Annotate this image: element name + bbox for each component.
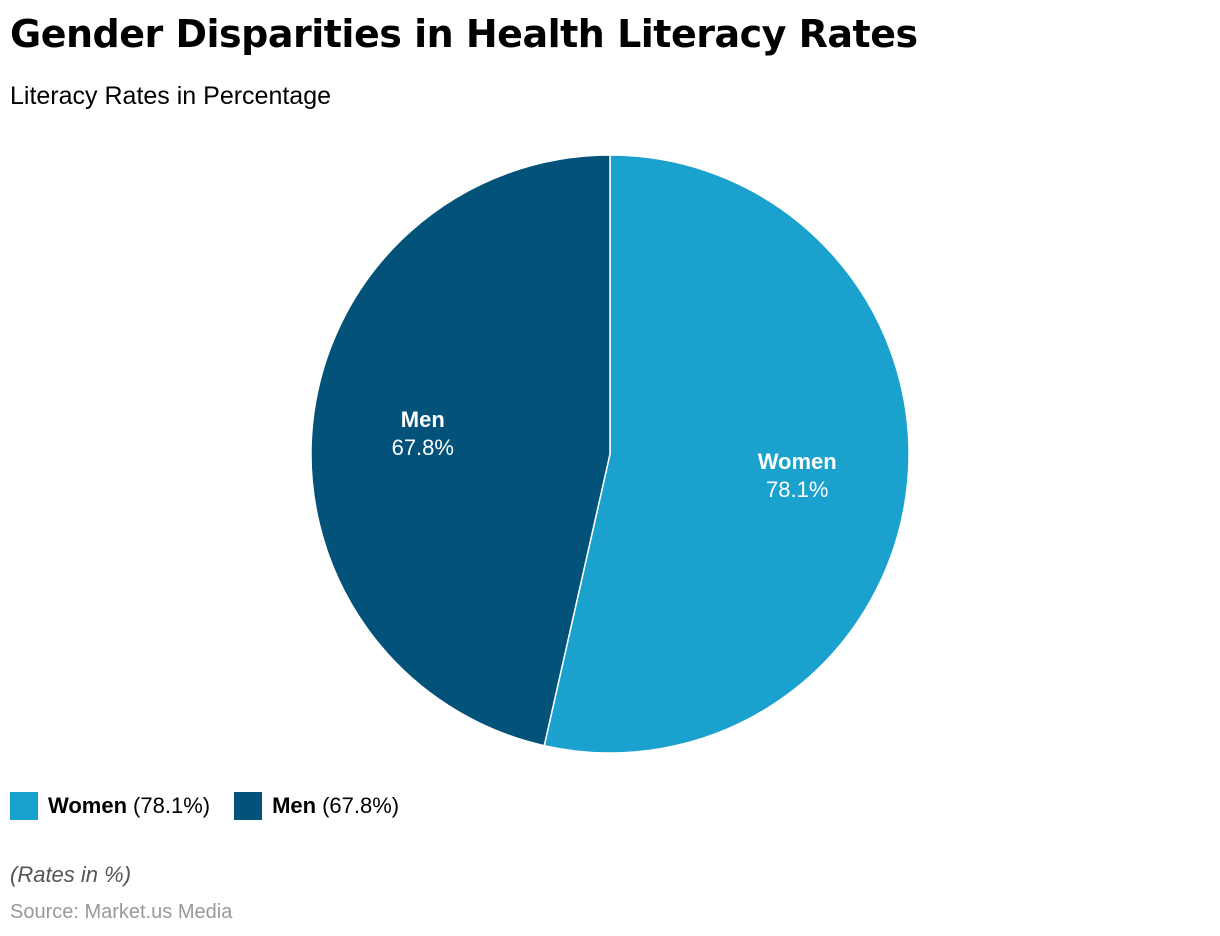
slice-label-men: Men	[401, 407, 445, 432]
legend-label-women: Women	[48, 793, 128, 818]
chart-legend: Women (78.1%) Men (67.8%)	[10, 792, 423, 820]
pie-slice-men	[310, 154, 611, 747]
chart-title: Gender Disparities in Health Literacy Ra…	[10, 12, 918, 56]
legend-value-men: (67.8%)	[322, 793, 400, 818]
legend-item-women: Women (78.1%)	[10, 792, 210, 820]
legend-swatch-men	[234, 792, 263, 820]
pie-chart: Women 78.1% Men 67.8%	[310, 154, 910, 754]
chart-subtitle: Literacy Rates in Percentage	[10, 82, 332, 110]
slice-value-men: 67.8%	[392, 435, 454, 460]
legend-label-men: Men	[272, 793, 317, 818]
slice-label-women: Women	[758, 449, 837, 474]
units-note: (Rates in %)	[10, 862, 132, 887]
source-credit: Source: Market.us Media	[10, 901, 233, 923]
legend-value-women: (78.1%)	[133, 793, 211, 818]
slice-value-women: 78.1%	[766, 477, 828, 502]
legend-swatch-women	[10, 792, 38, 820]
pie-slice-women	[543, 154, 910, 754]
legend-item-men: Men (67.8%)	[234, 792, 399, 820]
